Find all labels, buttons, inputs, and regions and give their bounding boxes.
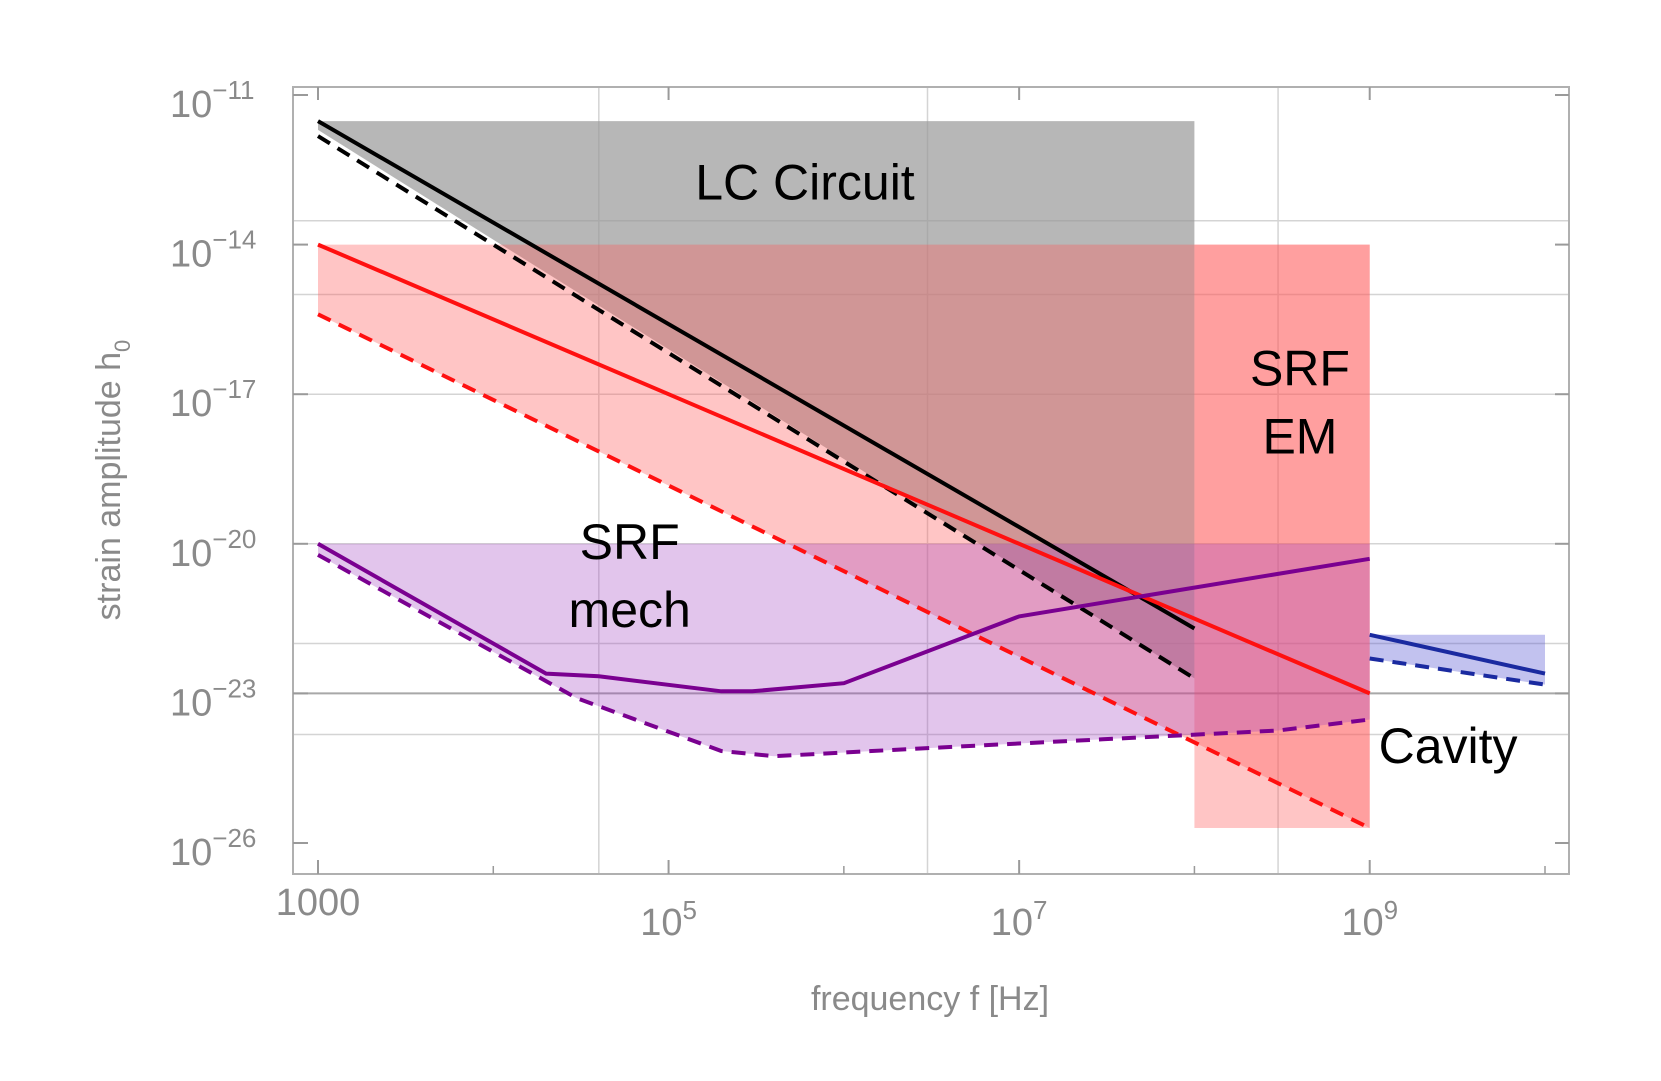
lc-circuit-dashed-line xyxy=(316,134,1196,681)
x-tick-label: 109 xyxy=(1341,895,1398,944)
lc-circuit-region xyxy=(318,121,1195,679)
y-tick-label: 10−20 xyxy=(170,524,256,575)
srf-em-region xyxy=(318,244,1370,829)
x-tick-label: 107 xyxy=(991,895,1048,944)
srf-mech-dashed-line xyxy=(317,553,1370,759)
x-axis-title: frequency f [Hz] xyxy=(811,980,1049,1018)
plot-regions xyxy=(318,121,1545,829)
y-tick-label: 10−23 xyxy=(170,673,256,724)
y-tick-label: 10−26 xyxy=(170,823,256,874)
x-tick-label: 1000 xyxy=(276,882,361,924)
srf-mech-label: mech xyxy=(569,582,691,638)
y-axis-title: strain amplitude h0 xyxy=(90,340,135,621)
srf-em-solid-line xyxy=(317,242,1371,696)
srf-mech-region xyxy=(318,543,1370,757)
y-tick-label: 10−17 xyxy=(170,374,256,425)
y-axis-title-subscript: 0 xyxy=(110,340,135,352)
srf-em-dashed-line xyxy=(317,312,1371,830)
plot-frame xyxy=(292,86,1570,875)
axis-ticks: 1000 105 107 109 10−11 10−14 10−17 10−20 10−23 10… xyxy=(170,75,1569,944)
cavity-region xyxy=(1369,634,1545,685)
plot-lines xyxy=(316,119,1546,830)
cavity-dashed-line xyxy=(1369,656,1546,687)
lc-circuit-solid-line xyxy=(316,119,1196,631)
cavity-solid-line xyxy=(1369,632,1546,676)
srf-em-label: SRF xyxy=(1250,340,1350,396)
srf-em-region-block xyxy=(1194,244,1370,828)
y-tick-label: 10−11 xyxy=(170,75,254,126)
srf-mech-solid-line xyxy=(317,542,1371,694)
y-tick-label: 10−14 xyxy=(170,225,256,276)
srf-em-label: EM xyxy=(1262,408,1337,464)
y-axis-title-main: strain amplitude h xyxy=(90,352,128,620)
lc-circuit-label: LC Circuit xyxy=(695,155,915,211)
srf-mech-label: SRF xyxy=(580,514,680,570)
cavity-label: Cavity xyxy=(1379,718,1518,774)
region-labels: LC Circuit SRF EM SRF mech Cavity xyxy=(569,155,1518,775)
x-tick-label: 105 xyxy=(640,895,697,944)
